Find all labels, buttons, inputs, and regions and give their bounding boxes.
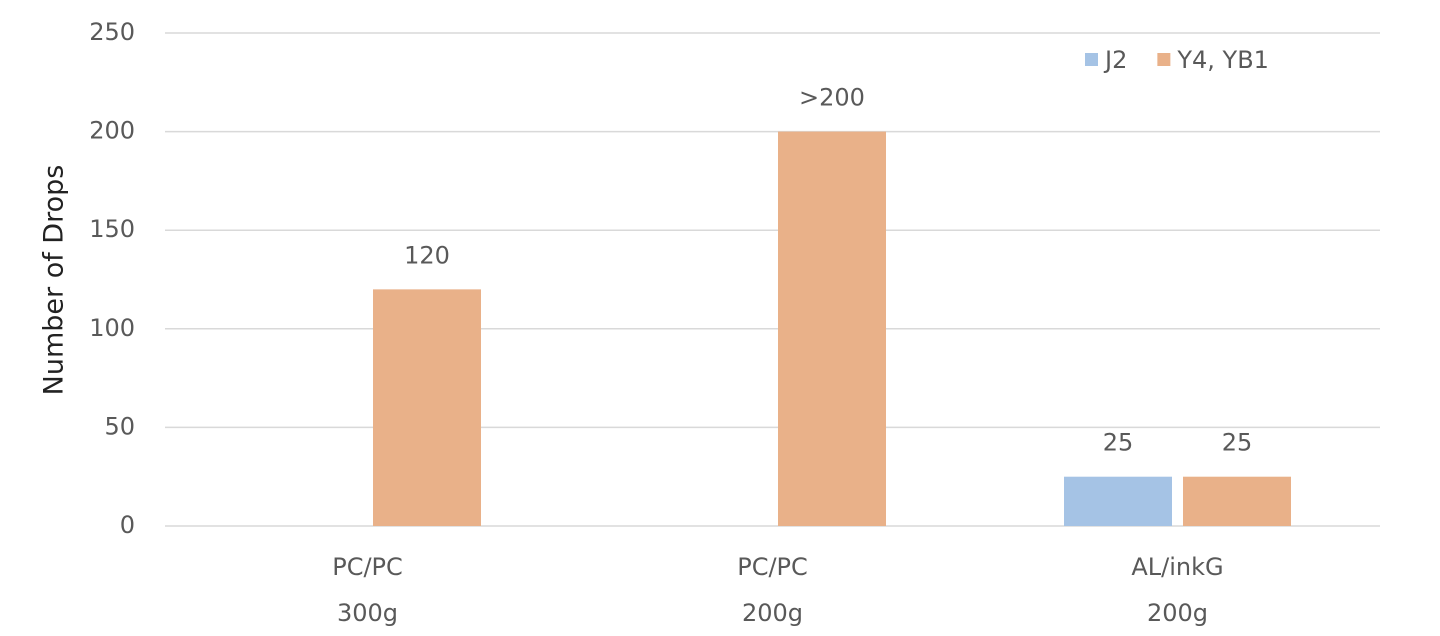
x-tick-label: 200g [742, 599, 803, 627]
y-tick-label: 250 [89, 18, 135, 46]
y-axis-label: Number of Drops [39, 165, 70, 396]
data-label: 120 [404, 241, 450, 269]
y-tick-label: 200 [89, 117, 135, 145]
x-tick-label: AL/inkG [1131, 553, 1223, 581]
bar [1064, 476, 1172, 526]
legend-label: Y4, YB1 [1176, 46, 1269, 74]
x-tick-label: PC/PC [332, 553, 403, 581]
legend-swatch [1157, 53, 1171, 66]
y-tick-label: 100 [89, 314, 135, 342]
x-tick-label: 300g [337, 599, 398, 627]
x-tick-label: PC/PC [737, 553, 808, 581]
data-label: >200 [799, 84, 865, 112]
x-tick-label: 200g [1147, 599, 1208, 627]
legend-swatch [1085, 53, 1098, 66]
data-label: 25 [1103, 429, 1134, 457]
y-tick-label: 0 [120, 511, 135, 539]
y-tick-label: 150 [89, 215, 135, 243]
y-tick-label: 50 [104, 412, 135, 440]
bar [778, 131, 886, 526]
data-label: 25 [1222, 429, 1253, 457]
bar [373, 289, 481, 526]
bar [1183, 476, 1291, 526]
legend-label: J2 [1103, 46, 1127, 74]
